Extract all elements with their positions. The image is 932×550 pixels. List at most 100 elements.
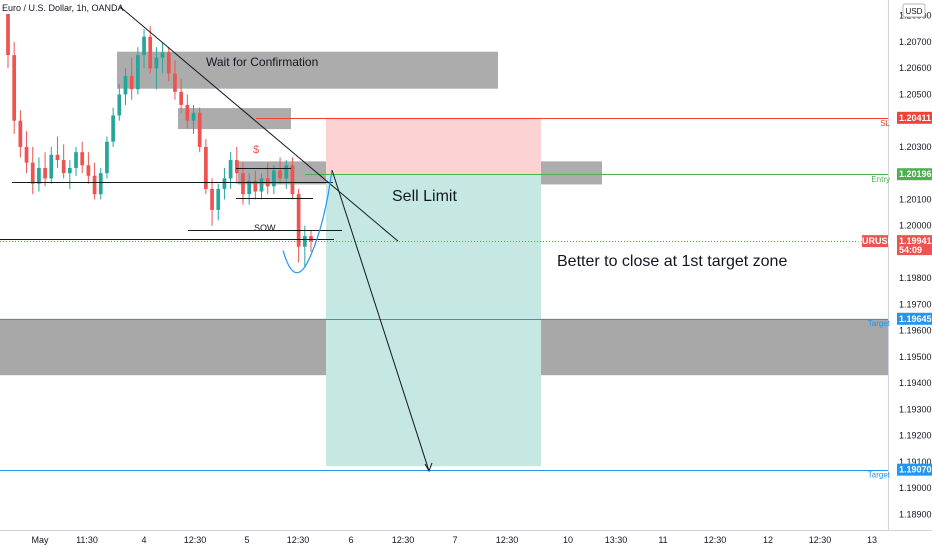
price-tick-label: 1.19600: [899, 326, 932, 336]
candle-body: [6, 10, 10, 56]
price-tick-label: 1.20700: [899, 37, 932, 47]
candle-body: [37, 167, 41, 184]
candle-body: [253, 181, 258, 192]
sow-label: SOW: [254, 223, 276, 233]
candle-body: [234, 160, 239, 174]
candle-body: [148, 36, 153, 69]
candle-body: [210, 188, 214, 210]
time-axis[interactable]: May 11:30 4 12:30 5 12:30 6 12:30 7 12:30 10 13:30 1…: [31, 535, 877, 545]
candle-body: [191, 112, 196, 121]
candle-body: [49, 154, 54, 179]
candle-body: [86, 165, 91, 176]
candle-body: [61, 160, 66, 174]
candle-body: [247, 181, 252, 195]
time-tick-label: 12:30: [392, 535, 415, 545]
drawings-layer: [0, 0, 433, 473]
price-tick-label: 1.20100: [899, 194, 932, 204]
price-tick-label: 1.20000: [899, 221, 932, 231]
sl-line-caption: SL: [880, 119, 890, 128]
target-arrowhead: [424, 462, 433, 473]
target-arrow: [331, 169, 430, 472]
candle-body: [30, 162, 35, 184]
time-tick-label: 12:30: [287, 535, 310, 545]
candle-body: [74, 152, 78, 168]
descending-trendline: [111, 0, 399, 242]
candle-body: [222, 178, 227, 189]
candle-body: [259, 178, 264, 192]
candle-body: [166, 52, 171, 74]
price-tick-label: 1.19800: [899, 273, 932, 283]
header-background: [0, 0, 120, 14]
price-tick-label: 1.19400: [899, 378, 932, 388]
zones-layer: [0, 51, 888, 467]
wait-confirmation-label: Wait for Confirmation: [206, 55, 318, 69]
stop-loss-area: [326, 117, 541, 175]
candle-body: [12, 55, 17, 121]
candle-body: [154, 57, 159, 69]
candle-body: [105, 141, 109, 174]
candle-body: [55, 154, 60, 161]
candle-body: [98, 173, 103, 195]
candle-body: [296, 194, 301, 247]
candle-body: [123, 76, 128, 95]
price-tag-box: [897, 235, 932, 256]
chart-title: Euro / U.S. Dollar, 1h, OANDA: [2, 3, 124, 13]
candle-body: [290, 165, 295, 195]
time-tick-label: May: [31, 535, 49, 545]
symbol-tag: EURUSD: [856, 236, 895, 246]
candle-body: [278, 170, 282, 179]
candle-body: [204, 146, 208, 189]
price-tick-label: 1.20600: [899, 63, 932, 73]
time-tick-label: 12: [763, 535, 773, 545]
price-tick-label: 1.20300: [899, 142, 932, 152]
candle-body: [160, 52, 165, 58]
candle-body: [80, 152, 85, 166]
price-tick-label: 1.18900: [899, 509, 932, 519]
dollar-marker: $: [253, 144, 259, 156]
countdown-tag: 54:09: [899, 245, 922, 255]
candle-body: [67, 167, 72, 174]
sell-limit-label: Sell Limit: [392, 188, 457, 205]
time-tick-label: 11:30: [76, 535, 98, 545]
close-advice-label: Better to close at 1st target zone: [557, 253, 787, 270]
target-line-1-caption: Target: [868, 319, 891, 328]
price-tag: 1.19941: [899, 236, 932, 246]
lines-layer: [0, 118, 888, 471]
candle-body: [173, 73, 177, 92]
upper-resistance-zone: [178, 108, 291, 130]
candle-body: [129, 76, 134, 90]
candle-body: [179, 91, 183, 105]
candle-body: [142, 36, 146, 56]
target-line-1-tag-box: [897, 312, 932, 325]
target-line-2-tag-box: [897, 463, 932, 476]
profit-area: [326, 174, 541, 467]
price-tick-label: 1.19200: [899, 431, 932, 441]
candle-body: [111, 115, 115, 142]
candle-body: [136, 55, 140, 90]
sl-line-tag-box: [897, 111, 932, 124]
candle-body: [309, 236, 313, 242]
candle-body: [197, 112, 202, 147]
time-tick-label: 11: [658, 535, 667, 545]
time-tick-label: 12:30: [496, 535, 519, 545]
target-line-2-caption: Target: [868, 471, 891, 480]
candle-body: [24, 146, 29, 163]
time-tick-label: 5: [244, 535, 249, 545]
currency-badge[interactable]: [902, 3, 926, 18]
entry-line-tag-box: [897, 168, 932, 181]
projection-curve: [282, 169, 333, 274]
price-tick-label: 1.19700: [899, 299, 932, 309]
time-tick-label: 12:30: [184, 535, 207, 545]
candle-body: [302, 236, 307, 247]
candle-body: [241, 173, 245, 195]
time-tick-label: 6: [348, 535, 353, 545]
price-tick-label: 1.19000: [899, 483, 932, 493]
candle-body: [43, 167, 47, 179]
candle-body: [18, 120, 23, 147]
time-tick-label: 13:30: [605, 535, 628, 545]
target-line-1-tag: 1.19645: [899, 314, 932, 324]
candle-body: [284, 165, 289, 179]
candle-body: [272, 170, 276, 187]
price-tick-label: 1.19500: [899, 352, 932, 362]
